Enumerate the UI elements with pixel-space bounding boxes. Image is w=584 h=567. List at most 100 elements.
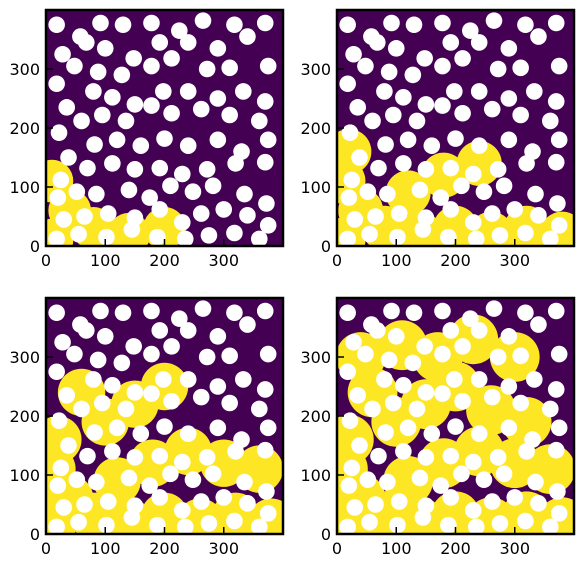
grain bbox=[151, 159, 169, 177]
grain bbox=[256, 153, 274, 171]
grain bbox=[470, 34, 488, 51]
grain bbox=[70, 513, 87, 531]
grain bbox=[108, 419, 126, 437]
grain bbox=[126, 161, 144, 178]
grain bbox=[442, 34, 460, 51]
grain bbox=[192, 493, 210, 510]
grain bbox=[151, 447, 169, 465]
grain bbox=[470, 137, 488, 154]
grain bbox=[408, 112, 426, 130]
grain bbox=[173, 453, 191, 471]
grain bbox=[126, 96, 144, 113]
grain bbox=[78, 34, 95, 51]
grain bbox=[485, 12, 503, 29]
grain bbox=[117, 400, 135, 418]
grain bbox=[173, 502, 191, 519]
grain bbox=[475, 183, 493, 201]
grain bbox=[387, 328, 405, 345]
x-tick-label: 0 bbox=[41, 251, 51, 270]
grain bbox=[357, 57, 374, 75]
grain bbox=[117, 112, 135, 130]
grain bbox=[464, 165, 482, 183]
grain bbox=[359, 183, 377, 201]
grain bbox=[434, 14, 451, 32]
grain bbox=[345, 333, 362, 351]
grain bbox=[380, 351, 398, 369]
grain bbox=[547, 93, 565, 110]
grain bbox=[340, 189, 358, 206]
grain bbox=[369, 34, 386, 51]
grain bbox=[156, 418, 173, 435]
grain bbox=[442, 322, 460, 339]
grain bbox=[440, 516, 457, 534]
grain bbox=[226, 16, 243, 34]
grain bbox=[179, 425, 197, 442]
grain bbox=[340, 477, 358, 494]
grain bbox=[236, 473, 253, 491]
grain bbox=[162, 177, 179, 195]
grain bbox=[54, 45, 71, 63]
grain bbox=[251, 112, 268, 130]
grain bbox=[89, 351, 107, 369]
grain bbox=[364, 400, 381, 418]
grain bbox=[239, 28, 256, 45]
grain bbox=[417, 161, 435, 178]
grain bbox=[512, 106, 529, 124]
grain bbox=[454, 50, 471, 67]
grain bbox=[259, 505, 277, 522]
grain bbox=[85, 83, 102, 100]
x-tick-label: 200 bbox=[149, 251, 180, 270]
grain bbox=[370, 159, 387, 177]
grain bbox=[58, 387, 76, 404]
plot-area bbox=[46, 298, 283, 534]
grain bbox=[239, 495, 256, 512]
x-tick-label: 100 bbox=[90, 251, 121, 270]
grain bbox=[376, 83, 393, 100]
grain bbox=[343, 459, 361, 477]
grain bbox=[339, 304, 356, 322]
grain bbox=[517, 224, 534, 242]
grain bbox=[550, 345, 568, 363]
grain bbox=[399, 419, 417, 437]
grain bbox=[416, 338, 433, 355]
grain bbox=[500, 328, 518, 345]
grain bbox=[215, 201, 233, 218]
grain bbox=[550, 57, 568, 75]
grain bbox=[89, 63, 107, 81]
grain bbox=[547, 14, 565, 32]
grain bbox=[251, 230, 268, 246]
grain bbox=[389, 228, 406, 246]
panel-bottom-right: 0 100 200 300 0 100 200 300 bbox=[300, 296, 576, 558]
grain bbox=[489, 161, 507, 178]
grain bbox=[339, 518, 356, 534]
grain bbox=[339, 16, 356, 34]
grain bbox=[500, 419, 518, 437]
grain bbox=[192, 100, 210, 118]
grain bbox=[60, 149, 77, 166]
grain bbox=[179, 34, 197, 51]
grain bbox=[512, 394, 529, 412]
grain bbox=[385, 106, 402, 124]
x-tick-label: 0 bbox=[332, 539, 342, 558]
grain bbox=[55, 211, 73, 228]
grain bbox=[256, 93, 274, 110]
grain bbox=[235, 371, 252, 388]
grain bbox=[125, 50, 142, 67]
grain bbox=[151, 489, 169, 506]
grain bbox=[464, 453, 482, 471]
grain bbox=[143, 345, 160, 363]
grain bbox=[104, 155, 121, 172]
grain bbox=[156, 130, 173, 147]
grain bbox=[550, 217, 568, 234]
grain bbox=[209, 90, 227, 107]
y-tick-label: 0 bbox=[30, 525, 40, 544]
grain bbox=[236, 185, 253, 203]
grain bbox=[227, 443, 244, 460]
grain bbox=[454, 392, 471, 410]
grain bbox=[447, 130, 464, 147]
grain bbox=[114, 16, 132, 34]
grain bbox=[464, 214, 482, 231]
grain bbox=[50, 124, 68, 142]
grain bbox=[198, 161, 216, 178]
y-tick-label: 200 bbox=[300, 119, 331, 138]
